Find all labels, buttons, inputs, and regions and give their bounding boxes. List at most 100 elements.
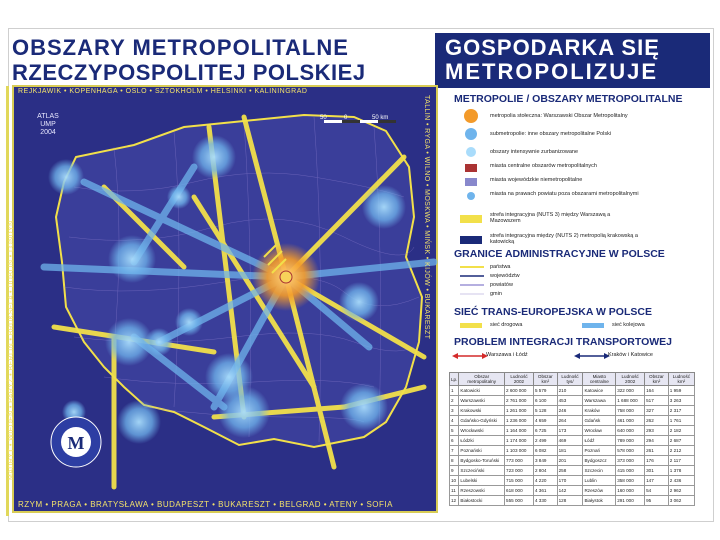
legend-metro-symbols: [460, 109, 482, 244]
table-cell: 1 761: [667, 415, 696, 426]
table-cell: 4 659: [532, 415, 558, 426]
table-cell: 181: [556, 445, 584, 456]
title-right-line2: METROPOLIZUJE: [445, 59, 659, 84]
table-cell: 1 174 000: [504, 435, 534, 446]
table-cell: 517: [644, 395, 669, 406]
map-panel: M: [12, 85, 438, 513]
table-cell: 6 082: [532, 445, 558, 456]
table-cell: Gdańsk: [582, 415, 617, 426]
table-cell: Kraków: [582, 405, 617, 416]
table-cell: 1 261 000: [504, 405, 534, 416]
table-cell: Łódź: [582, 435, 617, 446]
table-cell: 6 725: [532, 425, 558, 436]
table-cell: Szczeciński: [458, 465, 506, 476]
table-cell: 264: [556, 415, 584, 426]
table-cell: Bydgosko-Toruński: [458, 455, 506, 466]
scale-bar: [324, 120, 396, 123]
table-cell: 2 687: [667, 435, 696, 446]
metro-table-wrap: Lp. Obszar metropolitalny Ludność 2002 O…: [448, 372, 696, 506]
table-cell: Bydgoszcz: [582, 455, 617, 466]
th-lp: Lp.: [448, 372, 460, 386]
cities-bottom: RZYM • PRAGA • BRATYSŁAWA • BUDAPESZT • …: [18, 500, 393, 509]
scale-label-left: 50: [320, 115, 327, 121]
legend-integration-heading: PROBLEM INTEGRACJI TRANSPORTOWEJ: [454, 336, 672, 348]
th-central-city: Miasto centralne: [582, 372, 617, 386]
poland-map: M: [40, 113, 438, 490]
table-cell: 469: [556, 435, 584, 446]
table-cell: 164: [644, 385, 669, 396]
table-row: 2 Warszawski 2 761 000 6 100 453 Warszawa 1 68…: [448, 395, 696, 406]
table-cell: 95: [644, 495, 669, 506]
table-cell: 640 000: [615, 425, 646, 436]
legend-item-state: państwa: [490, 264, 511, 270]
table-cell: 555 000: [504, 495, 534, 506]
table-cell: 1 959: [667, 385, 696, 396]
table-cell: Krakowski: [458, 405, 506, 416]
table-cell: 2 212: [667, 445, 696, 456]
table-cell: 2 436: [667, 475, 696, 486]
table-cell: 291 000: [615, 495, 646, 506]
table-cell: 2 804: [532, 465, 558, 476]
table-body: 1 Katowicki 2 600 000 5 579 210 Katowice 322 0…: [448, 385, 696, 506]
integration-zone: [263, 244, 287, 274]
table-cell: Gdańsko-Gdyński: [458, 415, 506, 426]
table-cell: Rzeszowski: [458, 485, 506, 496]
table-cell: Białystok: [582, 495, 617, 506]
table-cell: 9: [448, 465, 460, 476]
table-row: 4 Gdańsko-Gdyński 1 236 000 4 659 264 Gdańsk 4…: [448, 415, 696, 426]
table-cell: 170: [556, 475, 584, 486]
table-cell: 160 000: [615, 485, 646, 496]
table-cell: 723 000: [504, 465, 534, 476]
table-cell: Wrocławski: [458, 425, 506, 436]
table-cell: 618 000: [504, 485, 534, 496]
th-metro-area: Obszar metropolitalny: [458, 372, 506, 386]
table-cell: 789 000: [615, 435, 646, 446]
table-cell: 173: [556, 425, 584, 436]
cities-left: MADRYT • WIEDEŃ • PARYŻ • BERLIN • BRUKS…: [8, 220, 15, 480]
th-population: Ludność 2002: [504, 372, 534, 386]
table-cell: 1 236 000: [504, 415, 534, 426]
cities-right: TALLIN • RYGA • WILNO • MOSKWA • MIŃSK •…: [423, 95, 430, 340]
legend-item-krakow-katowice: Kraków i Katowice: [608, 352, 653, 358]
th-density: Ludność tys/: [556, 372, 584, 386]
table-cell: 3 062: [667, 495, 696, 506]
legend-item-nuts3-zone: strefa integracyjna (NUTS 3) między Wars…: [490, 212, 611, 224]
legend-item-municipalities: gmin: [490, 291, 502, 297]
table-cell: 2 317: [667, 405, 696, 416]
table-row: 1 Katowicki 2 600 000 5 579 210 Katowice 322 0…: [448, 385, 696, 396]
table-cell: Lublin: [582, 475, 617, 486]
scale-label-zero: 0: [344, 115, 348, 121]
table-row: 6 Łódzki 1 174 000 2 499 469 Łódź 789 000 294 2 …: [448, 435, 696, 446]
table-row: 12 Białostocki 555 000 4 330 128 Białystok 291…: [448, 495, 696, 506]
table-cell: 453: [556, 395, 584, 406]
legend-metro-heading: METROPOLIE / OBSZARY METROPOLITALNE: [454, 93, 683, 105]
table-cell: 11: [448, 485, 460, 496]
table-cell: Katowicki: [458, 385, 506, 396]
table-cell: 1 688 000: [615, 395, 646, 406]
table-cell: Łódzki: [458, 435, 506, 446]
table-cell: 4 330: [532, 495, 558, 506]
table-cell: Szczecin: [582, 465, 617, 476]
table-cell: 142: [556, 485, 584, 496]
metro-table: Lp. Obszar metropolitalny Ludność 2002 O…: [448, 372, 696, 506]
table-cell: 5 579: [532, 385, 558, 396]
table-cell: 578 000: [615, 445, 646, 456]
table-cell: 3: [448, 405, 460, 416]
table-cell: 2 117: [667, 455, 696, 466]
table-cell: 128: [556, 495, 584, 506]
legend-item-warsaw-lodz: Warszawa i Łódź: [486, 352, 528, 358]
table-cell: Warszawski: [458, 395, 506, 406]
table-cell: 2 499: [532, 435, 558, 446]
legend-integration-arrows: [452, 353, 610, 359]
legend-item-voivodeships: województw: [490, 273, 520, 279]
table-cell: 262: [644, 415, 669, 426]
left-edge-stripe: [6, 86, 9, 516]
legend-ten-heading: SIEĆ TRANS-EUROPEJSKA W POLSCE: [454, 306, 652, 318]
table-cell: 2 182: [667, 425, 696, 436]
table-cell: 258: [556, 465, 584, 476]
table-cell: 8: [448, 455, 460, 466]
legend-item-metro-capital: metropolia stołeczna: Warszawski Obszar …: [490, 113, 628, 119]
legend-item-rail-network: sieć kolejowa: [612, 322, 645, 328]
table-cell: 301: [644, 465, 669, 476]
title-right-line1: GOSPODARKA SIĘ: [445, 35, 660, 60]
